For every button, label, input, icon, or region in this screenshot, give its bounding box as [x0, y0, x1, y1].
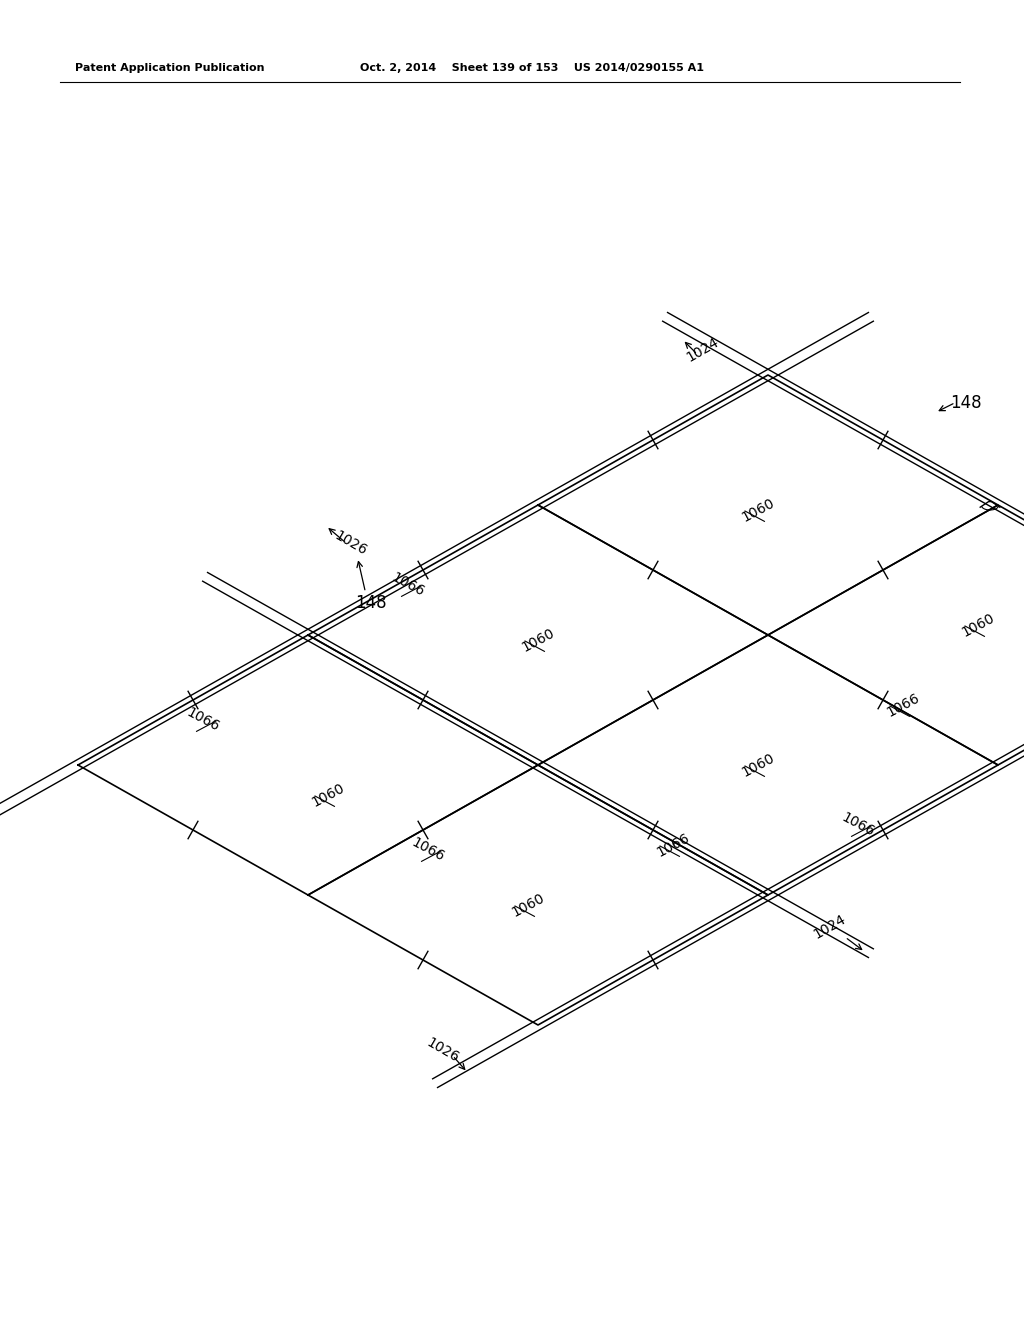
Polygon shape — [768, 506, 1024, 766]
Text: 148: 148 — [949, 393, 981, 412]
Text: 1066: 1066 — [410, 836, 446, 865]
Text: 1066: 1066 — [839, 810, 877, 840]
Text: 1066: 1066 — [654, 830, 692, 859]
Text: 1026: 1026 — [332, 528, 370, 558]
Text: 1024: 1024 — [811, 912, 849, 942]
Polygon shape — [308, 506, 768, 766]
Text: 1066: 1066 — [184, 705, 222, 734]
Text: 148: 148 — [354, 594, 386, 611]
Text: 1026: 1026 — [424, 1036, 461, 1065]
Polygon shape — [538, 635, 998, 895]
Polygon shape — [308, 766, 768, 1026]
Text: 1060: 1060 — [509, 891, 547, 920]
Text: 1060: 1060 — [959, 611, 996, 639]
Polygon shape — [78, 635, 538, 895]
Text: 1060: 1060 — [309, 780, 347, 809]
Text: 1066: 1066 — [884, 690, 922, 719]
Text: 1060: 1060 — [739, 751, 777, 779]
Text: Patent Application Publication: Patent Application Publication — [75, 63, 264, 73]
Text: 1060: 1060 — [739, 495, 777, 524]
Text: 1060: 1060 — [519, 626, 557, 655]
Text: Oct. 2, 2014    Sheet 139 of 153    US 2014/0290155 A1: Oct. 2, 2014 Sheet 139 of 153 US 2014/02… — [360, 63, 705, 73]
Polygon shape — [538, 375, 998, 635]
Text: 1024: 1024 — [684, 335, 721, 364]
Text: 1066: 1066 — [389, 570, 427, 599]
